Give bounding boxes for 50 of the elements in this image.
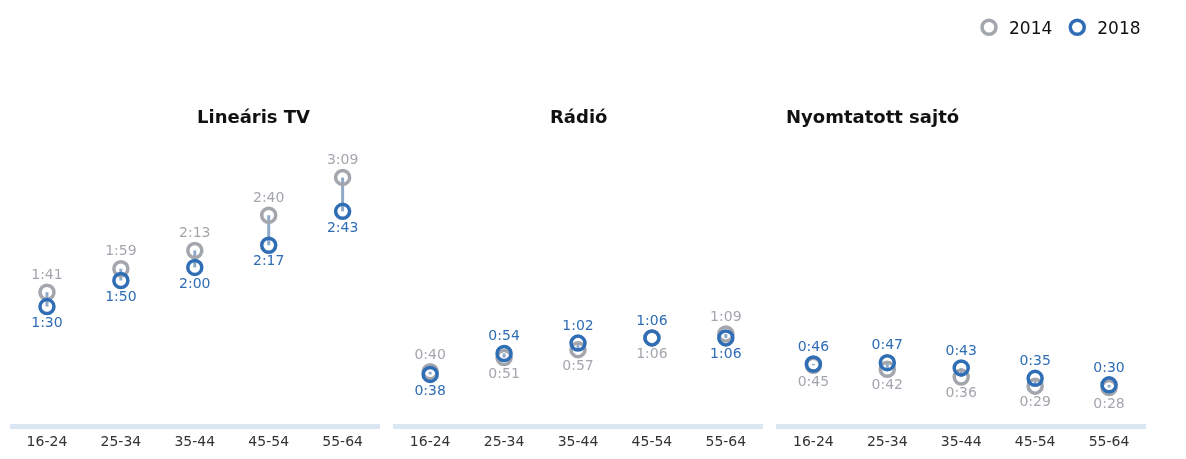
data-label: 1:59 bbox=[105, 242, 137, 259]
chart-title: Rádió bbox=[550, 106, 608, 127]
data-label: 1:06 bbox=[636, 345, 668, 362]
data-label: 1:06 bbox=[636, 311, 668, 328]
data-label: 0:36 bbox=[945, 384, 978, 401]
data-label: 0:42 bbox=[871, 376, 904, 393]
chart-title: Lineáris TV bbox=[197, 106, 311, 127]
x-tick-label: 55-64 bbox=[322, 432, 364, 449]
data-label: 1:09 bbox=[710, 307, 742, 324]
x-tick-label: 45-54 bbox=[1014, 432, 1056, 449]
data-label: 0:30 bbox=[1093, 358, 1125, 375]
data-label: 1:41 bbox=[31, 265, 63, 282]
x-tick-label: 16-24 bbox=[793, 432, 834, 449]
data-label: 0:46 bbox=[797, 337, 830, 354]
x-tick-label: 25-34 bbox=[866, 432, 908, 449]
data-label: 1:02 bbox=[562, 316, 594, 333]
data-label: 0:47 bbox=[871, 336, 904, 353]
data-label: 0:51 bbox=[488, 364, 520, 381]
data-label: 0:54 bbox=[488, 327, 520, 344]
data-label: 3:09 bbox=[326, 151, 359, 168]
x-tick-label: 45-54 bbox=[631, 432, 673, 449]
data-label: 0:57 bbox=[562, 356, 594, 373]
data-label: 0:43 bbox=[945, 341, 977, 358]
x-tick-label: 55-64 bbox=[705, 432, 747, 449]
data-label: 2:43 bbox=[326, 218, 359, 235]
x-tick-label: 35-44 bbox=[174, 432, 216, 449]
data-label: 0:38 bbox=[414, 381, 446, 398]
data-label: 2:17 bbox=[252, 252, 285, 269]
data-label: 1:30 bbox=[31, 313, 63, 330]
x-tick-label: 55-64 bbox=[1088, 432, 1130, 449]
x-tick-label: 25-34 bbox=[100, 432, 142, 449]
x-tick-label: 16-24 bbox=[26, 432, 68, 449]
data-label: 2:00 bbox=[179, 274, 211, 291]
x-tick-label: 35-44 bbox=[940, 432, 982, 449]
data-label: 1:50 bbox=[105, 287, 137, 304]
x-tick-label: 16-24 bbox=[409, 432, 451, 449]
data-label: 1:06 bbox=[710, 345, 742, 362]
data-label: 2:13 bbox=[179, 224, 211, 241]
data-label: 0:29 bbox=[1019, 393, 1051, 410]
x-tick-label: 45-54 bbox=[248, 432, 290, 449]
data-label: 0:35 bbox=[1019, 352, 1051, 369]
data-label: 0:40 bbox=[414, 345, 446, 362]
x-tick-label: 35-44 bbox=[557, 432, 599, 449]
data-label: 0:28 bbox=[1093, 394, 1125, 411]
data-label: 2:40 bbox=[252, 188, 285, 205]
chart-title: Nyomtatott sajtó bbox=[786, 106, 960, 127]
legend-label: 2018 bbox=[1097, 17, 1141, 38]
legend-label: 2014 bbox=[1009, 17, 1053, 38]
data-label: 0:45 bbox=[797, 372, 830, 389]
x-tick-label: 25-34 bbox=[483, 432, 525, 449]
